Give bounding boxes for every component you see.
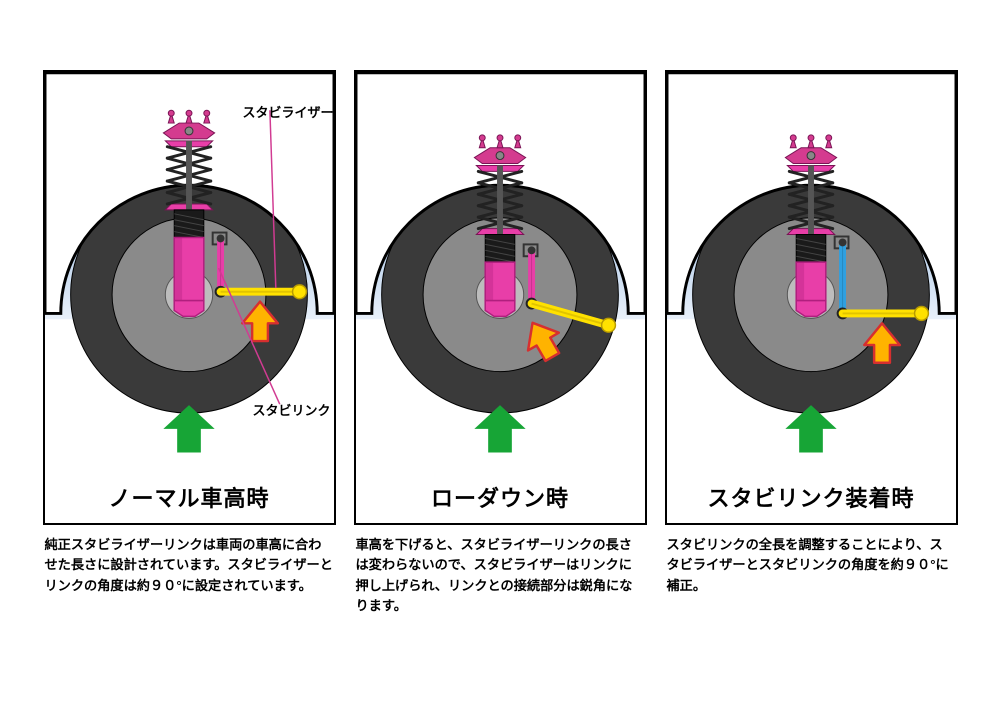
suspension-diagram: [356, 72, 645, 473]
panel-stabilink: スタビリンク装着時スタビリンクの全長を調整することにより、スタビライザーとスタビ…: [665, 70, 958, 596]
shock-adjuster: [174, 210, 204, 238]
stabilizer-end: [601, 318, 615, 332]
page: スタビライザースタビリンクノーマル車高時純正スタビライザーリンクは車両の車高に合…: [0, 0, 1000, 706]
panel-lowered: ローダウン時車高を下げると、スタビライザーリンクの長さは変わらないので、スタビラ…: [354, 70, 647, 617]
panel-frame: スタビリンク装着時: [665, 70, 958, 525]
stabilizer-end: [914, 307, 928, 321]
callout-label: スタビリンク: [253, 400, 331, 419]
link-pivot-top: [527, 246, 535, 254]
panel-frame: スタビライザースタビリンクノーマル車高時: [43, 70, 336, 525]
panel-title-text: ローダウン時: [431, 486, 569, 511]
shock-adjuster: [796, 235, 826, 263]
panel-description: スタビリンクの全長を調整することにより、スタビライザーとスタビリンクの角度を約９…: [665, 535, 958, 596]
panel-description: 車高を下げると、スタビライザーリンクの長さは変わらないので、スタビライザーはリン…: [354, 535, 647, 617]
link-pivot-top: [838, 238, 846, 246]
shock-foot: [174, 301, 204, 317]
panel-frame: ローダウン時: [354, 70, 647, 525]
link-pivot-top: [216, 235, 224, 243]
suspension-diagram: [667, 72, 956, 473]
panel-title-text: ノーマル車高時: [108, 486, 269, 511]
callout-label: スタビライザー: [243, 102, 334, 121]
shock-rod: [808, 165, 814, 234]
shock-foot: [796, 301, 826, 317]
panel-description: 純正スタビライザーリンクは車両の車高に合わせた長さに設計されています。スタビライ…: [43, 535, 336, 596]
panel-title-text: スタビリンク装着時: [707, 486, 914, 511]
stabilizer-end: [292, 285, 306, 299]
shock-rod: [186, 141, 192, 210]
shock-rod: [497, 165, 503, 234]
panel-title: ノーマル車高時: [45, 473, 334, 523]
panel-title: ローダウン時: [356, 473, 645, 523]
shock-foot: [485, 301, 515, 317]
panel-normal: スタビライザースタビリンクノーマル車高時純正スタビライザーリンクは車両の車高に合…: [43, 70, 336, 596]
panel-title: スタビリンク装着時: [667, 473, 956, 523]
shock-adjuster: [485, 235, 515, 263]
